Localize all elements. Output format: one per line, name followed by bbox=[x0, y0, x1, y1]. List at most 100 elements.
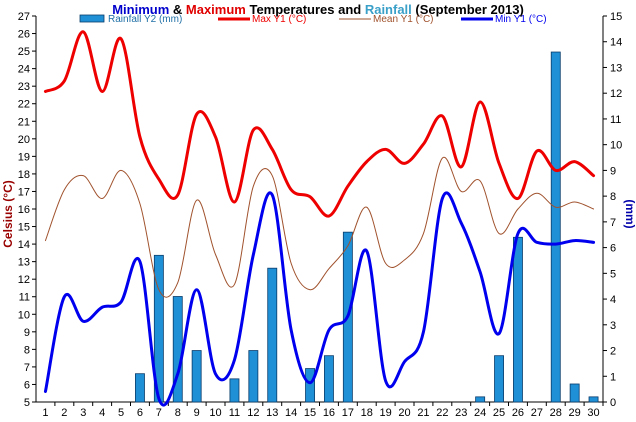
y2-tick-label: 13 bbox=[610, 62, 622, 74]
title-part-month: (September 2013) bbox=[412, 2, 524, 17]
x-tick-label: 5 bbox=[118, 407, 124, 419]
rainfall-bar bbox=[229, 378, 240, 403]
y-tick-label: 18 bbox=[18, 169, 30, 181]
x-tick-label: 22 bbox=[436, 407, 448, 419]
x-tick-label: 3 bbox=[80, 407, 86, 419]
x-tick-label: 15 bbox=[304, 407, 316, 419]
y2-tick-label: 9 bbox=[610, 165, 616, 177]
rainfall-bar bbox=[494, 355, 504, 403]
y2-tick-label: 6 bbox=[610, 243, 616, 255]
x-tick-label: 20 bbox=[398, 407, 410, 419]
y2-tick-label: 12 bbox=[610, 88, 622, 100]
x-tick-label: 1 bbox=[42, 407, 48, 419]
x-tick-label: 23 bbox=[455, 407, 467, 419]
y2-tick-label: 3 bbox=[610, 320, 616, 332]
rainfall-bar bbox=[569, 383, 580, 403]
x-tick-label: 4 bbox=[99, 407, 105, 419]
y-tick-label: 7 bbox=[24, 362, 30, 374]
y-tick-label: 24 bbox=[18, 64, 30, 76]
x-tick-label: 28 bbox=[550, 407, 562, 419]
mean-temp-line bbox=[44, 156, 595, 298]
legend-label: Min Y1 (°C) bbox=[495, 14, 547, 25]
y-tick-label: 17 bbox=[18, 186, 30, 198]
legend-label: Max Y1 (°C) bbox=[252, 14, 306, 25]
title-part-temps: Temperatures and bbox=[246, 2, 365, 17]
rainfall-bar bbox=[248, 350, 259, 403]
x-tick-label: 11 bbox=[229, 407, 240, 419]
y2-tick-label: 14 bbox=[610, 37, 622, 49]
x-tick-label: 30 bbox=[587, 407, 599, 419]
legend-label: Rainfall Y2 (mm) bbox=[108, 14, 182, 25]
x-tick-label: 6 bbox=[137, 407, 143, 419]
title-part-rainfall: Rainfall bbox=[365, 2, 412, 17]
y2-tick-label: 0 bbox=[610, 397, 616, 409]
y-tick-label: 13 bbox=[18, 257, 30, 269]
x-tick-label: 19 bbox=[380, 407, 392, 419]
y2-tick-label: 5 bbox=[610, 268, 616, 280]
y-tick-label: 15 bbox=[18, 222, 30, 234]
y2-axis-label: (mm) bbox=[623, 199, 636, 228]
y-tick-label: 14 bbox=[18, 239, 30, 251]
y-axis-label: Celsius (°C) bbox=[1, 180, 15, 247]
x-tick-label: 16 bbox=[323, 407, 335, 419]
x-tick-label: 18 bbox=[361, 407, 373, 419]
y-tick-label: 23 bbox=[18, 81, 30, 93]
rainfall-bar bbox=[513, 236, 523, 403]
y-tick-label: 22 bbox=[18, 99, 30, 111]
x-tick-label: 21 bbox=[417, 407, 429, 419]
y-tick-label: 12 bbox=[18, 274, 30, 286]
x-tick-label: 27 bbox=[531, 407, 543, 419]
y2-tick-label: 2 bbox=[610, 346, 616, 358]
rainfall-bar bbox=[588, 396, 599, 403]
rainfall-bar bbox=[135, 373, 145, 403]
y2-tick-label: 8 bbox=[610, 191, 616, 203]
x-tick-label: 13 bbox=[266, 407, 278, 419]
x-tick-label: 26 bbox=[512, 407, 524, 419]
x-tick-label: 24 bbox=[474, 407, 486, 419]
rainfall-bar bbox=[191, 350, 202, 403]
x-tick-label: 8 bbox=[175, 407, 181, 419]
y-tick-label: 16 bbox=[18, 204, 30, 216]
x-tick-label: 17 bbox=[342, 407, 354, 419]
y2-tick-label: 11 bbox=[610, 114, 621, 126]
y-tick-label: 26 bbox=[18, 29, 30, 41]
y-tick-label: 6 bbox=[24, 379, 30, 391]
y2-tick-label: 7 bbox=[610, 217, 616, 229]
y2-tick-label: 4 bbox=[610, 294, 616, 306]
x-tick-label: 2 bbox=[61, 407, 67, 419]
x-tick-label: 10 bbox=[209, 407, 221, 419]
rainfall-bar bbox=[267, 267, 278, 403]
rainfall-bar bbox=[550, 51, 561, 403]
y-tick-label: 9 bbox=[24, 327, 30, 339]
min-temp-line bbox=[43, 191, 596, 407]
y-tick-label: 25 bbox=[18, 46, 30, 58]
x-tick-label: 14 bbox=[285, 407, 297, 419]
rainfall-bar bbox=[305, 368, 315, 403]
y2-tick-label: 1 bbox=[610, 371, 616, 383]
chart-title: Minimum & Maximum Temperatures and Rainf… bbox=[112, 2, 524, 17]
y-tick-label: 27 bbox=[18, 11, 30, 23]
x-tick-label: 9 bbox=[194, 407, 200, 419]
x-tick-label: 25 bbox=[493, 407, 505, 419]
title-part-maximum: Maximum bbox=[186, 2, 246, 17]
title-part-amp: & bbox=[169, 2, 186, 17]
y-tick-label: 11 bbox=[19, 292, 30, 304]
legend-label: Mean Y1 (°C) bbox=[373, 14, 434, 25]
y-tick-label: 5 bbox=[24, 397, 30, 409]
max-temp-line bbox=[43, 30, 596, 218]
y2-tick-label: 15 bbox=[610, 11, 622, 23]
x-tick-label: 7 bbox=[156, 407, 162, 419]
y-tick-label: 20 bbox=[18, 134, 30, 146]
y-tick-label: 19 bbox=[18, 151, 30, 163]
legend-swatch-rainfall bbox=[79, 14, 105, 23]
y-tick-label: 8 bbox=[24, 344, 30, 356]
rainfall-bar bbox=[475, 396, 486, 403]
y-tick-label: 21 bbox=[18, 116, 30, 128]
title-part-minimum: Minimum bbox=[112, 2, 169, 17]
x-tick-label: 12 bbox=[247, 407, 259, 419]
x-tick-label: 29 bbox=[569, 407, 581, 419]
y2-tick-label: 10 bbox=[610, 140, 622, 152]
y-tick-label: 10 bbox=[18, 309, 30, 321]
rainfall-bar bbox=[324, 355, 334, 403]
